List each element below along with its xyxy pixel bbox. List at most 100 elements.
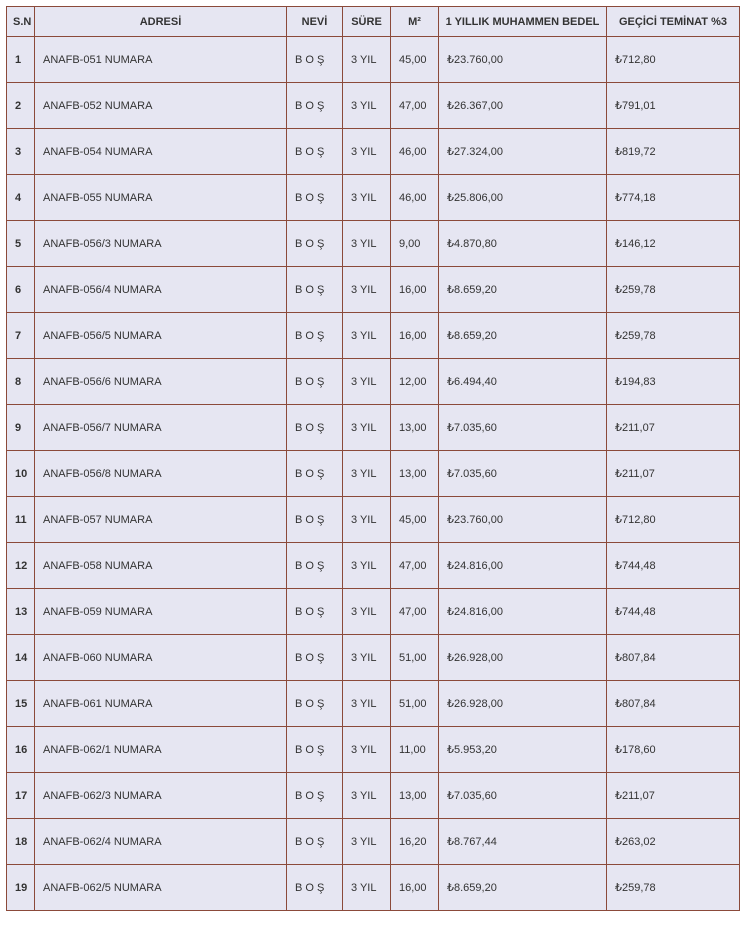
- cell-bedel: ₺7.035,60: [439, 451, 607, 497]
- col-adresi: ADRESİ: [35, 7, 287, 37]
- table-row: 11ANAFB-057 NUMARAB O Ş3 YIL45,00₺23.760…: [7, 497, 740, 543]
- cell-teminat: ₺744,48: [607, 589, 740, 635]
- table-row: 1ANAFB-051 NUMARAB O Ş3 YIL45,00₺23.760,…: [7, 37, 740, 83]
- cell-adresi: ANAFB-062/3 NUMARA: [35, 773, 287, 819]
- cell-sn: 9: [7, 405, 35, 451]
- cell-m2: 16,20: [391, 819, 439, 865]
- table-row: 7ANAFB-056/5 NUMARAB O Ş3 YIL16,00₺8.659…: [7, 313, 740, 359]
- cell-bedel: ₺26.367,00: [439, 83, 607, 129]
- table-row: 15ANAFB-061 NUMARA B O Ş3 YIL51,00₺26.92…: [7, 681, 740, 727]
- cell-teminat: ₺744,48: [607, 543, 740, 589]
- cell-nevi: B O Ş: [287, 451, 343, 497]
- cell-sure: 3 YIL: [343, 129, 391, 175]
- cell-sure: 3 YIL: [343, 773, 391, 819]
- cell-bedel: ₺7.035,60: [439, 773, 607, 819]
- cell-sn: 3: [7, 129, 35, 175]
- cell-teminat: ₺259,78: [607, 313, 740, 359]
- cell-nevi: B O Ş: [287, 589, 343, 635]
- table-row: 8ANAFB-056/6 NUMARAB O Ş3 YIL12,00₺6.494…: [7, 359, 740, 405]
- table-row: 5ANAFB-056/3 NUMARAB O Ş3 YIL9,00₺4.870,…: [7, 221, 740, 267]
- cell-nevi: B O Ş: [287, 635, 343, 681]
- table-row: 19ANAFB-062/5 NUMARAB O Ş3 YIL16,00₺8.65…: [7, 865, 740, 911]
- cell-m2: 47,00: [391, 543, 439, 589]
- col-teminat: GEÇİCİ TEMİNAT %3: [607, 7, 740, 37]
- cell-m2: 16,00: [391, 313, 439, 359]
- cell-sn: 15: [7, 681, 35, 727]
- cell-bedel: ₺8.659,20: [439, 267, 607, 313]
- cell-sn: 7: [7, 313, 35, 359]
- cell-bedel: ₺25.806,00: [439, 175, 607, 221]
- cell-adresi: ANAFB-056/7 NUMARA: [35, 405, 287, 451]
- cell-nevi: B O Ş: [287, 359, 343, 405]
- cell-adresi: ANAFB-062/4 NUMARA: [35, 819, 287, 865]
- table-row: 4ANAFB-055 NUMARAB O Ş3 YIL46,00₺25.806,…: [7, 175, 740, 221]
- cell-sn: 19: [7, 865, 35, 911]
- cell-nevi: B O Ş: [287, 543, 343, 589]
- cell-sure: 3 YIL: [343, 221, 391, 267]
- cell-adresi: ANAFB-056/3 NUMARA: [35, 221, 287, 267]
- cell-nevi: B O Ş: [287, 129, 343, 175]
- cell-bedel: ₺24.816,00: [439, 589, 607, 635]
- cell-teminat: ₺146,12: [607, 221, 740, 267]
- table-body: 1ANAFB-051 NUMARAB O Ş3 YIL45,00₺23.760,…: [7, 37, 740, 911]
- col-nevi: NEVİ: [287, 7, 343, 37]
- cell-teminat: ₺819,72: [607, 129, 740, 175]
- cell-nevi: B O Ş: [287, 313, 343, 359]
- cell-sure: 3 YIL: [343, 405, 391, 451]
- table-row: 9ANAFB-056/7 NUMARAB O Ş3 YIL13,00₺7.035…: [7, 405, 740, 451]
- cell-m2: 51,00: [391, 681, 439, 727]
- cell-bedel: ₺24.816,00: [439, 543, 607, 589]
- cell-nevi: B O Ş: [287, 267, 343, 313]
- cell-adresi: ANAFB-056/5 NUMARA: [35, 313, 287, 359]
- cell-bedel: ₺23.760,00: [439, 37, 607, 83]
- cell-bedel: ₺23.760,00: [439, 497, 607, 543]
- cell-m2: 16,00: [391, 267, 439, 313]
- cell-m2: 13,00: [391, 405, 439, 451]
- cell-nevi: B O Ş: [287, 83, 343, 129]
- cell-adresi: ANAFB-051 NUMARA: [35, 37, 287, 83]
- cell-m2: 47,00: [391, 83, 439, 129]
- cell-bedel: ₺26.928,00: [439, 681, 607, 727]
- cell-teminat: ₺807,84: [607, 681, 740, 727]
- cell-m2: 13,00: [391, 451, 439, 497]
- cell-m2: 47,00: [391, 589, 439, 635]
- cell-adresi: ANAFB-052 NUMARA: [35, 83, 287, 129]
- cell-nevi: B O Ş: [287, 497, 343, 543]
- cell-sn: 17: [7, 773, 35, 819]
- cell-nevi: B O Ş: [287, 681, 343, 727]
- cell-sure: 3 YIL: [343, 727, 391, 773]
- cell-sure: 3 YIL: [343, 359, 391, 405]
- cell-sn: 16: [7, 727, 35, 773]
- cell-sn: 1: [7, 37, 35, 83]
- cell-bedel: ₺8.659,20: [439, 313, 607, 359]
- cell-adresi: ANAFB-054 NUMARA: [35, 129, 287, 175]
- cell-teminat: ₺211,07: [607, 451, 740, 497]
- cell-sn: 14: [7, 635, 35, 681]
- table-row: 12ANAFB-058 NUMARAB O Ş3 YIL47,00₺24.816…: [7, 543, 740, 589]
- cell-sn: 12: [7, 543, 35, 589]
- cell-bedel: ₺6.494,40: [439, 359, 607, 405]
- table-row: 3ANAFB-054 NUMARAB O Ş3 YIL46,00₺27.324,…: [7, 129, 740, 175]
- cell-adresi: ANAFB-062/1 NUMARA: [35, 727, 287, 773]
- listing-table: S.N ADRESİ NEVİ SÜRE M² 1 YILLIK MUHAMME…: [6, 6, 740, 911]
- cell-teminat: ₺712,80: [607, 37, 740, 83]
- cell-nevi: B O Ş: [287, 175, 343, 221]
- cell-sn: 5: [7, 221, 35, 267]
- table-row: 13ANAFB-059 NUMARAB O Ş3 YIL47,00₺24.816…: [7, 589, 740, 635]
- cell-bedel: ₺27.324,00: [439, 129, 607, 175]
- cell-m2: 45,00: [391, 37, 439, 83]
- cell-adresi: ANAFB-056/8 NUMARA: [35, 451, 287, 497]
- cell-nevi: B O Ş: [287, 221, 343, 267]
- cell-sn: 13: [7, 589, 35, 635]
- cell-teminat: ₺194,83: [607, 359, 740, 405]
- cell-nevi: B O Ş: [287, 865, 343, 911]
- cell-sure: 3 YIL: [343, 543, 391, 589]
- cell-sn: 2: [7, 83, 35, 129]
- table-row: 6ANAFB-056/4 NUMARAB O Ş3 YIL16,00₺8.659…: [7, 267, 740, 313]
- cell-adresi: ANAFB-062/5 NUMARA: [35, 865, 287, 911]
- cell-sure: 3 YIL: [343, 451, 391, 497]
- cell-adresi: ANAFB-055 NUMARA: [35, 175, 287, 221]
- cell-bedel: ₺7.035,60: [439, 405, 607, 451]
- cell-adresi: ANAFB-060 NUMARA: [35, 635, 287, 681]
- cell-teminat: ₺712,80: [607, 497, 740, 543]
